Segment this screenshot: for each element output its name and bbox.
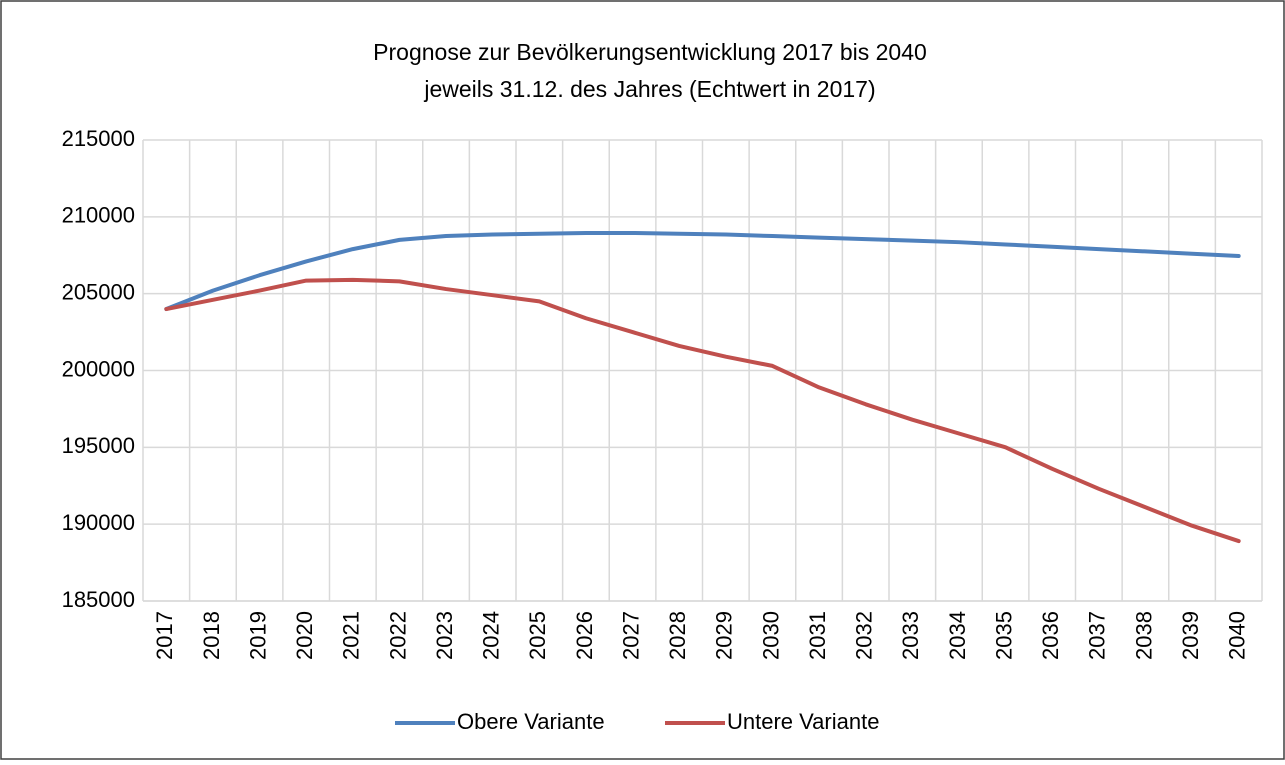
x-tick-label: 2030	[758, 611, 783, 660]
y-tick-label: 200000	[62, 356, 135, 381]
x-tick-label: 2024	[479, 611, 504, 660]
y-tick-label: 215000	[62, 126, 135, 151]
series-line	[164, 230, 1241, 312]
x-tick-label: 2019	[245, 611, 270, 660]
x-tick-label: 2036	[1038, 611, 1063, 660]
x-tick-label: 2023	[432, 611, 457, 660]
x-tick-label: 2033	[898, 611, 923, 660]
x-tick-label: 2017	[152, 611, 177, 660]
x-tick-label: 2034	[945, 611, 970, 660]
y-tick-label: 210000	[62, 203, 135, 228]
x-tick-label: 2037	[1085, 611, 1110, 660]
x-tick-label: 2020	[292, 611, 317, 660]
x-tick-label: 2031	[805, 611, 830, 660]
x-tick-label: 2022	[385, 611, 410, 660]
legend-label: Obere Variante	[457, 709, 605, 734]
y-tick-label: 190000	[62, 510, 135, 535]
x-tick-label: 2026	[572, 611, 597, 660]
x-tick-label: 2035	[991, 611, 1016, 660]
x-tick-label: 2029	[712, 611, 737, 660]
x-tick-label: 2038	[1131, 611, 1156, 660]
x-tick-label: 2025	[525, 611, 550, 660]
x-tick-label: 2039	[1178, 611, 1203, 660]
y-tick-label: 205000	[62, 279, 135, 304]
x-tick-label: 2018	[199, 611, 224, 660]
y-tick-label: 185000	[62, 587, 135, 612]
chart-subtitle: jeweils 31.12. des Jahres (Echtwert in 2…	[423, 76, 875, 102]
x-tick-label: 2040	[1225, 611, 1250, 660]
x-tick-label: 2021	[339, 611, 364, 660]
y-tick-label: 195000	[62, 433, 135, 458]
legend-label: Untere Variante	[727, 709, 879, 734]
x-tick-label: 2027	[618, 611, 643, 660]
series-line	[164, 277, 1241, 544]
x-tick-label: 2028	[665, 611, 690, 660]
x-tick-label: 2032	[852, 611, 877, 660]
chart-title: Prognose zur Bevölkerungsentwicklung 201…	[373, 39, 927, 65]
